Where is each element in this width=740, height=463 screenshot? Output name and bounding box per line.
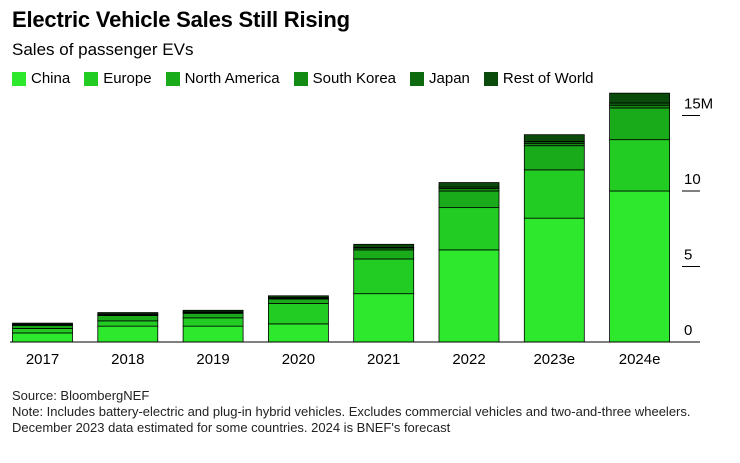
bar-segment-2018-china <box>97 325 159 343</box>
legend-item-south-korea: South Korea <box>293 70 397 87</box>
legend-label-south-korea: South Korea <box>312 70 397 87</box>
source-text: Source: BloombergNEF <box>12 388 150 403</box>
legend-swatch-south-korea <box>293 71 308 86</box>
legend-label-north-america: North America <box>184 70 280 87</box>
note-text: Note: Includes battery-electric and plug… <box>12 404 691 435</box>
bar-segment-2017-north-america <box>12 324 73 329</box>
bar-segment-2017-china <box>12 332 73 343</box>
bar-segment-2020-china <box>267 323 329 343</box>
bar-segment-2024e-rest-of-world <box>609 92 670 104</box>
legend-swatch-north-america <box>165 71 180 86</box>
legend-label-china: China <box>31 70 71 87</box>
bar-segment-2018-north-america <box>97 315 159 322</box>
bar-segment-2023e-north-america <box>523 145 585 171</box>
bar-segment-2023e-rest-of-world <box>523 134 585 142</box>
bar-segment-2019-rest-of-world <box>182 309 244 313</box>
bar-segment-2021-north-america <box>353 249 415 260</box>
bar-segment-2022-rest-of-world <box>438 182 500 188</box>
bar-segment-2018-europe <box>97 320 159 327</box>
bar-segment-2022-china <box>438 249 500 343</box>
legend-label-europe: Europe <box>103 70 152 87</box>
x-tick-label: 2019 <box>196 351 229 368</box>
y-tick-label: 15M <box>684 96 713 113</box>
bar-segment-2023e-china <box>523 217 585 343</box>
chart-legend: China Europe North America South Korea J… <box>12 70 594 87</box>
bar-segment-2021-europe <box>353 258 415 295</box>
chart-subtitle: Sales of passenger EVs <box>12 40 194 59</box>
bar-segment-2020-north-america <box>267 298 329 304</box>
x-tick-label: 2018 <box>111 351 144 368</box>
bar-segment-2023e-europe <box>523 169 585 219</box>
x-tick-label: 2017 <box>26 351 59 368</box>
bar-segment-2021-china <box>353 293 415 343</box>
x-tick-label: 2021 <box>367 351 400 368</box>
legend-swatch-china <box>12 71 26 86</box>
legend-swatch-japan <box>410 71 425 86</box>
x-tick-label: 2024e <box>619 351 661 368</box>
legend-label-japan: Japan <box>429 70 470 87</box>
bar-segment-2017-rest-of-world <box>12 322 73 325</box>
legend-item-japan: Japan <box>410 70 470 87</box>
bar-segment-2024e-south-korea <box>609 104 670 109</box>
bar-segment-2024e-north-america <box>609 107 670 141</box>
legend-item-europe: Europe <box>84 70 152 87</box>
bar-segment-2019-north-america <box>182 312 244 319</box>
bar-segment-2022-europe <box>438 207 500 251</box>
y-tick-label: 0 <box>684 322 692 339</box>
bar-segment-2019-europe <box>182 317 244 327</box>
bar-segment-2020-rest-of-world <box>267 295 329 299</box>
bar-segment-2021-rest-of-world <box>353 243 415 248</box>
stacked-bar-chart: 2017 2018 2019 2020 2021 2022 2023e 2024e 0 5 10 15… <box>10 92 713 368</box>
legend-item-north-america: North America <box>165 70 280 87</box>
legend-item-china: China <box>12 70 70 87</box>
bar-segment-2018-rest-of-world <box>97 312 159 315</box>
chart-title: Electric Vehicle Sales Still Rising <box>12 7 350 32</box>
legend-swatch-rest-of-world <box>483 71 498 86</box>
bar-segment-2022-north-america <box>438 190 500 209</box>
bar-segment-2020-europe <box>267 303 329 325</box>
legend-item-rest-of-world: Rest of World <box>483 70 594 87</box>
legend-swatch-europe <box>84 71 99 86</box>
x-tick-label: 2023e <box>533 351 575 368</box>
bar-segment-2024e-europe <box>609 139 670 192</box>
bar-segment-2019-china <box>182 325 244 343</box>
y-tick-label: 5 <box>684 247 692 264</box>
x-tick-label: 2022 <box>452 351 485 368</box>
bar-segment-2024e-china <box>609 190 670 343</box>
bar-segment-2017-europe <box>12 328 73 334</box>
legend-label-rest-of-world: Rest of World <box>502 70 594 87</box>
x-tick-label: 2020 <box>282 351 315 368</box>
y-tick-label: 10 <box>684 171 701 188</box>
